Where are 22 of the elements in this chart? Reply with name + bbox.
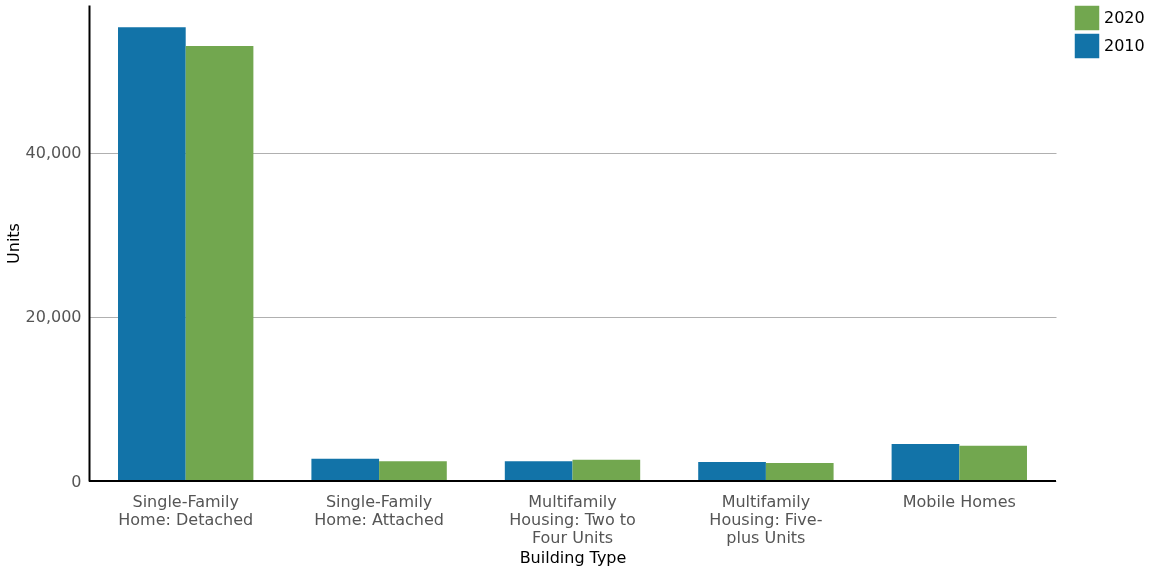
bar bbox=[379, 461, 447, 481]
bar bbox=[765, 462, 834, 481]
y-tick-label: 40,000 bbox=[25, 143, 82, 163]
bar bbox=[185, 46, 254, 481]
bar bbox=[959, 445, 1027, 481]
x-tick-label: Single-Family Home: Detached bbox=[118, 491, 254, 529]
y-tick-label: 0 bbox=[71, 471, 82, 491]
x-axis-title: Building Type bbox=[519, 547, 627, 567]
legend-label: 2010 bbox=[1104, 36, 1145, 55]
bar bbox=[504, 461, 573, 481]
bar bbox=[698, 462, 766, 481]
bar bbox=[891, 444, 960, 481]
y-tick-label: 20,000 bbox=[25, 307, 82, 327]
x-tick-label: Multifamily Housing: Five-plus Units bbox=[709, 491, 823, 547]
x-tick-label: Single-Family Home: Attached bbox=[314, 491, 444, 529]
bar bbox=[572, 459, 641, 481]
legend-label: 2020 bbox=[1104, 8, 1145, 27]
y-axis-title: Units bbox=[3, 223, 23, 264]
bar bbox=[311, 458, 380, 481]
bar bbox=[118, 27, 186, 481]
x-tick-label: Mobile Homes bbox=[902, 491, 1016, 511]
x-tick-label: Multifamily Housing: Two to Four Units bbox=[509, 491, 636, 547]
